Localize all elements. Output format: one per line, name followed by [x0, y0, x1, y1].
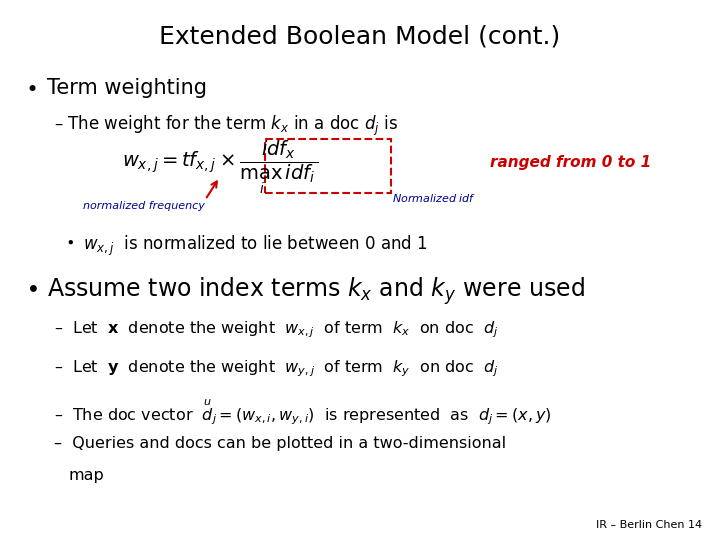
Text: – The weight for the term $k_x$ in a doc $d_j$ is: – The weight for the term $k_x$ in a doc…	[54, 113, 398, 138]
Text: $w_{x,j} = tf_{x,j} \times \dfrac{idf_x}{\max_i\, idf_i}$: $w_{x,j} = tf_{x,j} \times \dfrac{idf_x}…	[122, 139, 320, 196]
Text: Assume two index terms $k_x$ and $k_y$ were used: Assume two index terms $k_x$ and $k_y$ w…	[47, 275, 585, 307]
Text: $\bullet$: $\bullet$	[65, 234, 73, 249]
Text: –  Let  $\mathbf{y}$  denote the weight  $w_{y,j}$  of term  $k_y$  on doc  $d_j: – Let $\mathbf{y}$ denote the weight $w_…	[54, 359, 498, 379]
Text: Term weighting: Term weighting	[47, 78, 207, 98]
Text: $\bullet$: $\bullet$	[25, 78, 37, 98]
Text: $w_{x,j}$  is normalized to lie between 0 and 1: $w_{x,j}$ is normalized to lie between 0…	[83, 234, 428, 258]
Text: –  Let  $\mathbf{x}$  denote the weight  $w_{x,j}$  of term  $k_x$  on doc  $d_j: – Let $\mathbf{x}$ denote the weight $w_…	[54, 320, 498, 340]
Text: map: map	[68, 468, 104, 483]
Text: IR – Berlin Chen 14: IR – Berlin Chen 14	[596, 520, 702, 530]
Text: –  The doc vector  $\overset{u}{d}_j = (w_{x,i}, w_{y,i})$  is represented  as  : – The doc vector $\overset{u}{d}_j = (w_…	[54, 397, 552, 427]
Text: –  Queries and docs can be plotted in a two-dimensional: – Queries and docs can be plotted in a t…	[54, 436, 506, 451]
Text: Extended Boolean Model (cont.): Extended Boolean Model (cont.)	[159, 24, 561, 48]
Text: normalized frequency: normalized frequency	[83, 201, 204, 212]
Text: $\bullet$: $\bullet$	[25, 275, 38, 299]
Text: ranged from 0 to 1: ranged from 0 to 1	[490, 154, 651, 170]
Text: Normalized $idf$: Normalized $idf$	[392, 192, 477, 204]
